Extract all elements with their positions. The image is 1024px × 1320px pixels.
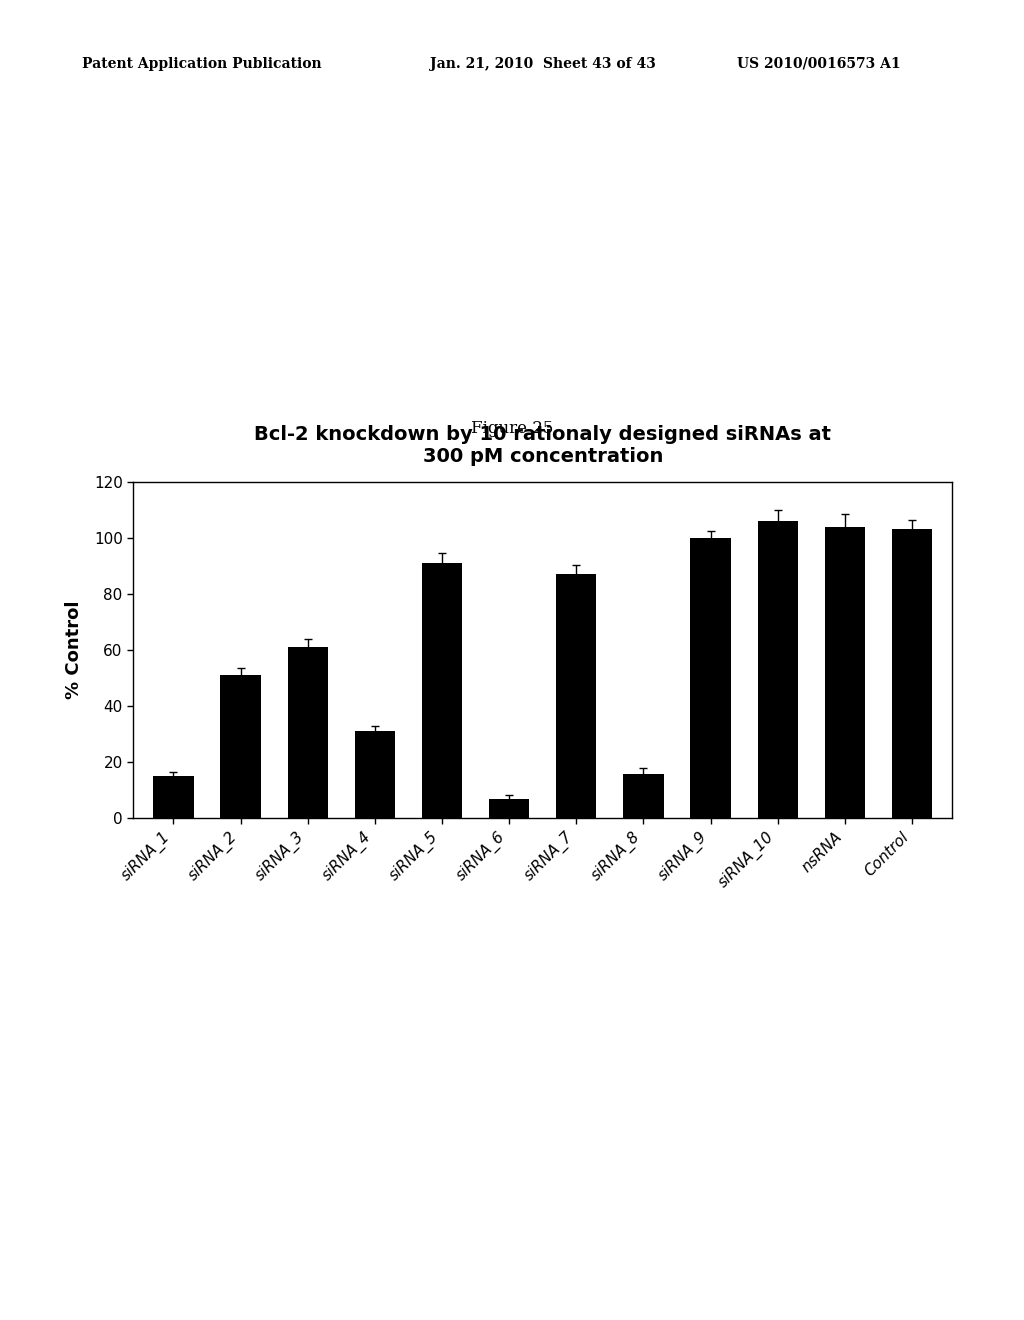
Bar xyxy=(354,731,395,818)
Bar xyxy=(824,527,865,818)
Bar xyxy=(422,564,462,818)
Text: US 2010/0016573 A1: US 2010/0016573 A1 xyxy=(737,57,901,71)
Bar xyxy=(220,676,261,818)
Bar xyxy=(892,529,932,818)
Text: Patent Application Publication: Patent Application Publication xyxy=(82,57,322,71)
Text: Jan. 21, 2010  Sheet 43 of 43: Jan. 21, 2010 Sheet 43 of 43 xyxy=(430,57,656,71)
Bar xyxy=(556,574,596,818)
Bar xyxy=(624,774,664,818)
Bar xyxy=(288,647,328,818)
Bar xyxy=(489,799,529,818)
Title: Bcl-2 knockdown by 10 rationaly designed siRNAs at
300 pM concentration: Bcl-2 knockdown by 10 rationaly designed… xyxy=(254,425,831,466)
Bar xyxy=(758,521,798,818)
Bar xyxy=(690,539,731,818)
Text: Figure 25: Figure 25 xyxy=(471,421,553,437)
Y-axis label: % Control: % Control xyxy=(65,601,83,700)
Bar xyxy=(154,776,194,818)
